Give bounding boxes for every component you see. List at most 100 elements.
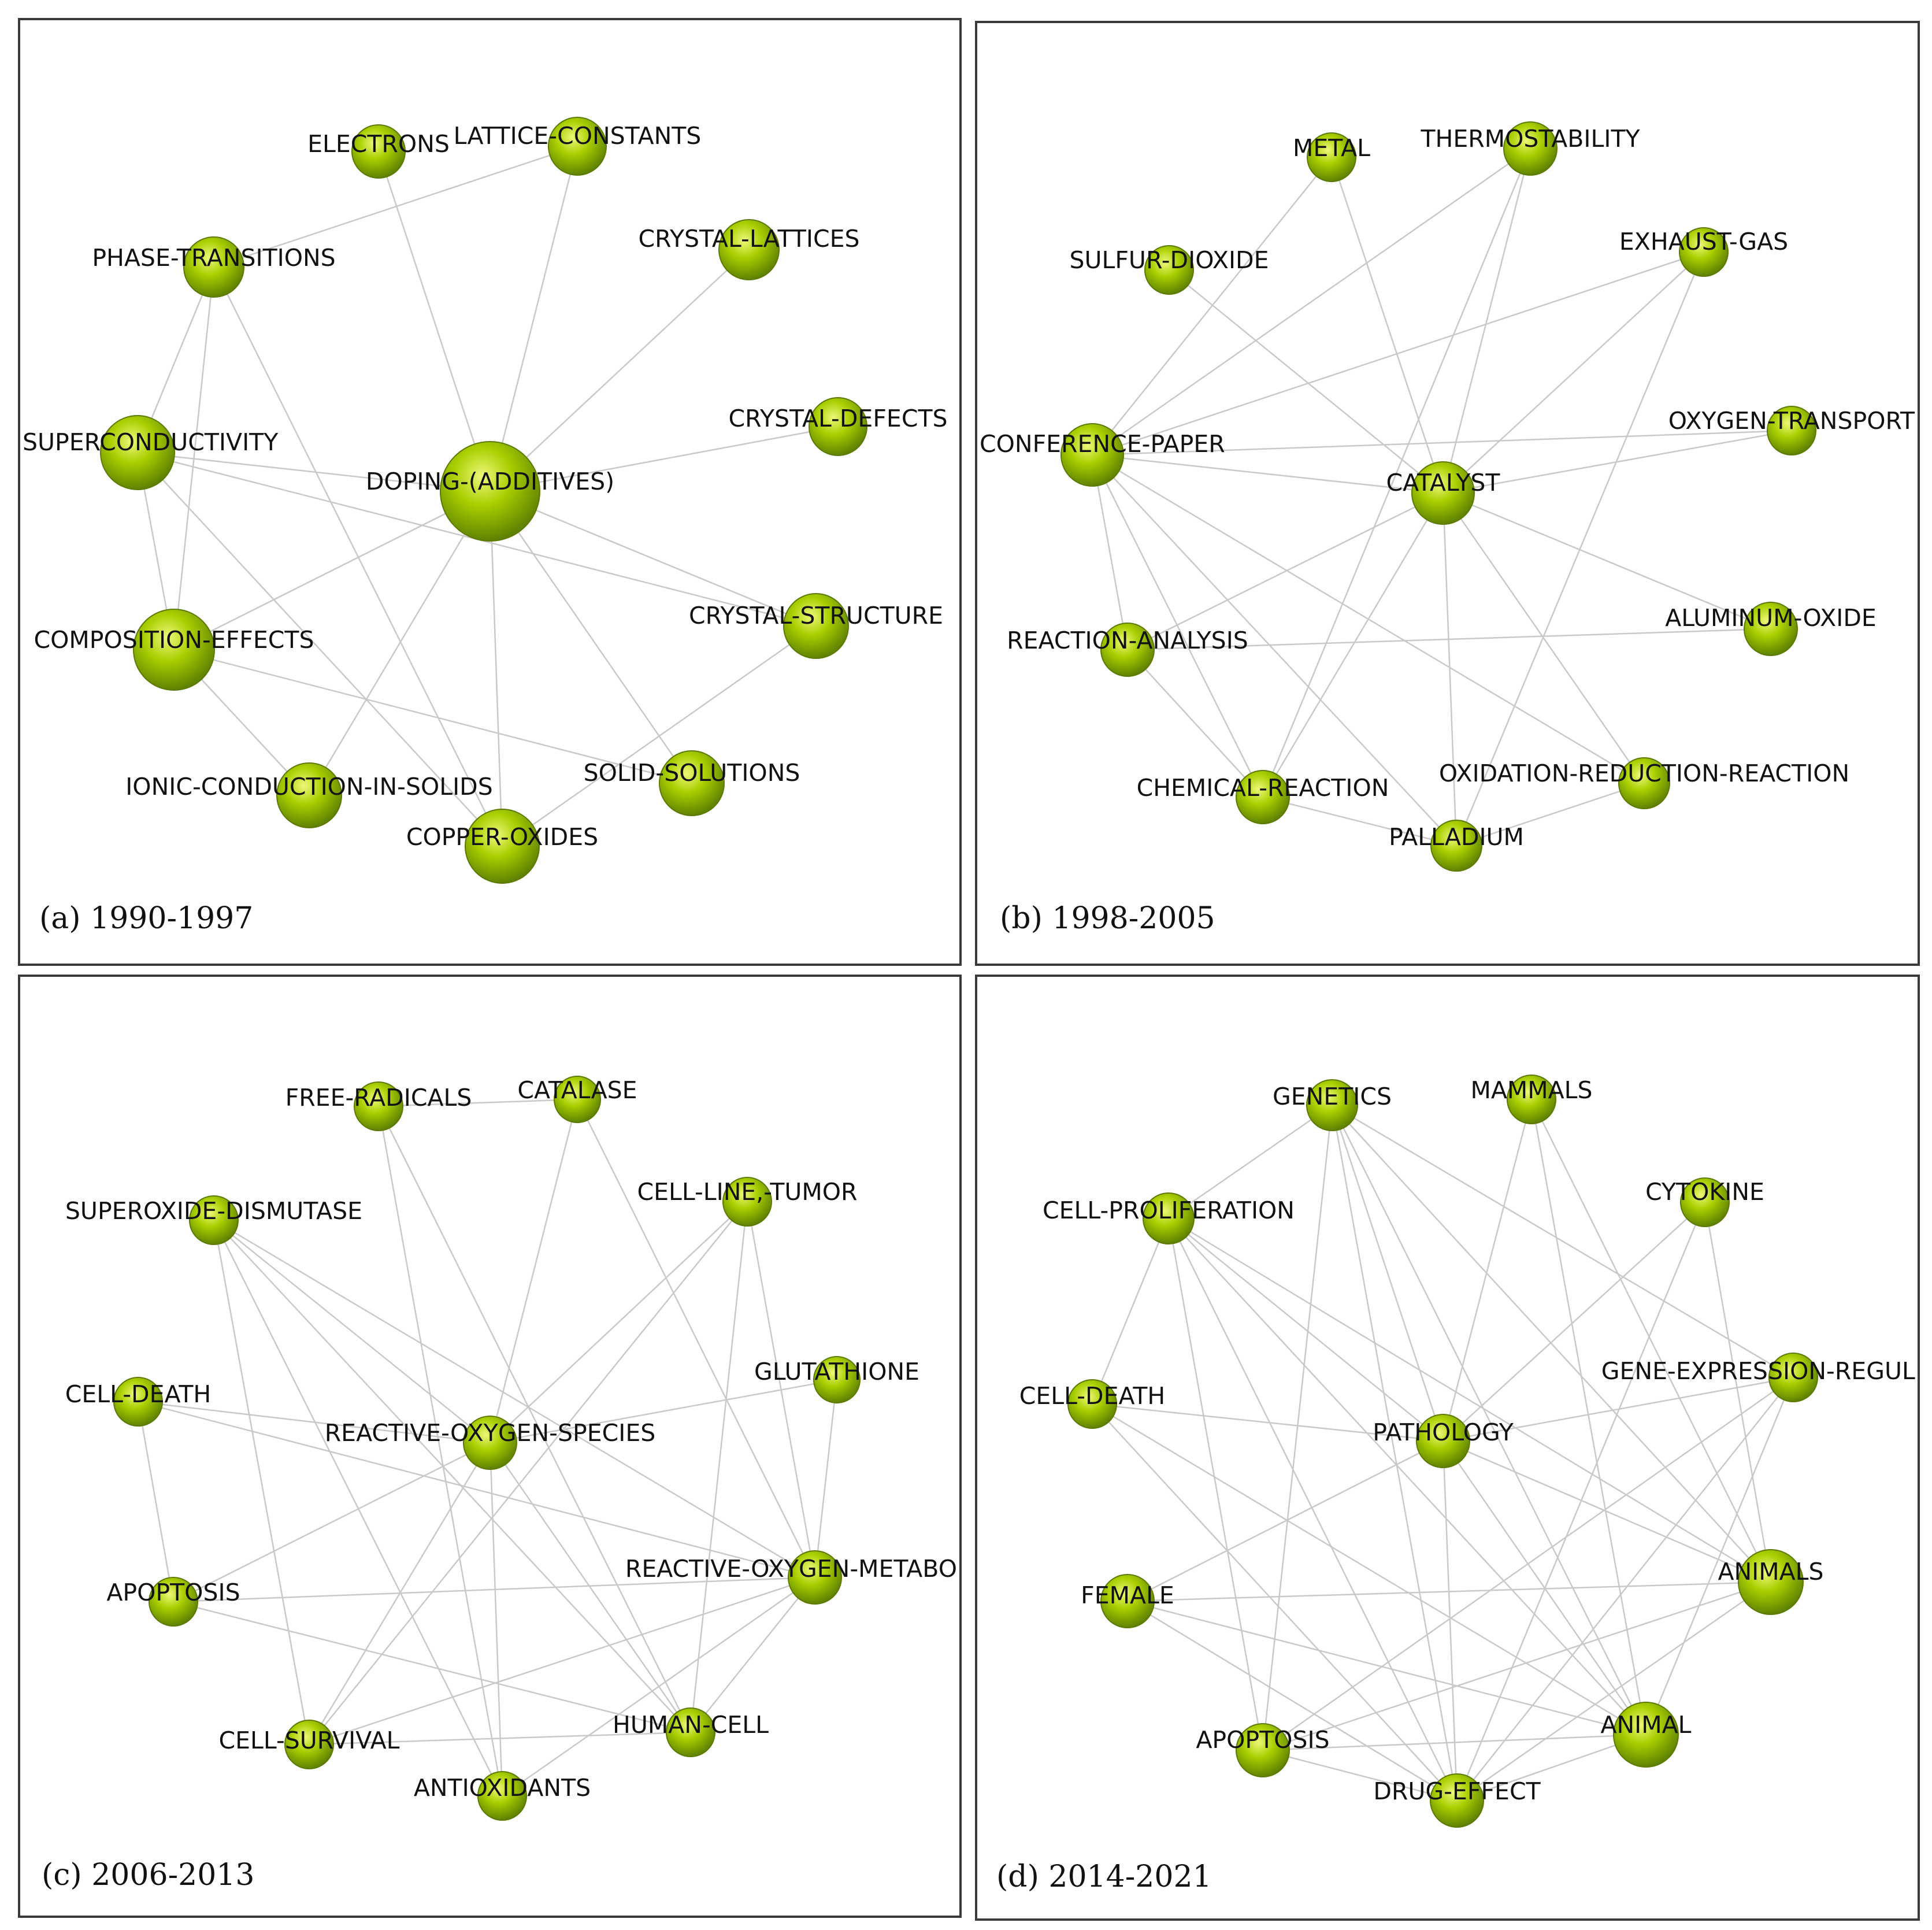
network-node xyxy=(788,1550,842,1605)
node-layer: METAL THERMOSTABILITY SULFUR-DIOXIDE EXHAUS… xyxy=(980,121,1915,872)
network-edge xyxy=(173,266,215,650)
node-label: CRYSTAL-STRUCTURE xyxy=(689,602,943,629)
network-node xyxy=(813,1356,861,1403)
network-edge xyxy=(1168,1218,1444,1442)
network-edge xyxy=(1331,1105,1444,1442)
network-edge xyxy=(213,1219,815,1579)
network-node xyxy=(284,1720,334,1769)
network-edge xyxy=(309,1576,815,1746)
node-label: HUMAN-CELL xyxy=(613,1711,769,1739)
network-node xyxy=(1618,757,1670,809)
network-edge xyxy=(1127,1600,1647,1736)
network-node xyxy=(183,236,244,298)
network-edge xyxy=(213,1220,691,1733)
network-edge xyxy=(1442,429,1792,494)
network-edge xyxy=(1442,492,1458,846)
network-node xyxy=(1307,132,1356,182)
network-edge xyxy=(1127,1440,1444,1602)
network-edge xyxy=(1127,1581,1771,1602)
network-edge xyxy=(138,1401,491,1444)
network-edge xyxy=(1704,1202,1772,1583)
network-node xyxy=(1430,820,1482,872)
network-node xyxy=(1416,1414,1470,1468)
network-edge xyxy=(1262,1733,1647,1751)
network-edge xyxy=(1092,1403,1444,1442)
network-edge xyxy=(489,1442,692,1733)
panel-caption: (d) 2014-2021 xyxy=(996,1859,1212,1894)
network-node xyxy=(548,117,607,176)
network-edge xyxy=(1092,454,1444,494)
panel-b: METAL THERMOSTABILITY SULFUR-DIOXIDE EXHAUS… xyxy=(975,21,1920,966)
network-node xyxy=(1679,227,1729,277)
network-node xyxy=(722,1177,772,1227)
node-label: CELL-SURVIVAL xyxy=(218,1727,399,1754)
network-edge xyxy=(1127,1600,1458,1802)
network-edge xyxy=(490,1379,837,1444)
panel-frame xyxy=(18,975,962,1918)
network-edge xyxy=(377,1106,692,1733)
network-edge xyxy=(173,1576,815,1603)
network-node xyxy=(189,1195,239,1245)
network-edge xyxy=(814,1379,838,1578)
network-edge xyxy=(213,266,503,847)
network-edge xyxy=(576,1099,816,1578)
node-label: SOLID-SOLUTIONS xyxy=(584,759,800,787)
node-label: OXYGEN-TRANSPORT xyxy=(1668,407,1915,435)
network-edge xyxy=(1092,454,1457,846)
node-layer: FREE-RADICALS CATALASE SUPEROXIDE-DISMUTAS… xyxy=(65,1076,957,1821)
network-node xyxy=(113,1377,163,1427)
network-edge xyxy=(1332,1104,1794,1379)
network-edge xyxy=(489,491,503,847)
node-label: THERMOSTABILITY xyxy=(1420,125,1640,153)
network-edge xyxy=(378,1098,578,1107)
network-edge xyxy=(1442,1440,1771,1583)
node-label: ALUMINUM-OXIDE xyxy=(1665,604,1877,632)
network-node xyxy=(809,397,867,456)
network-edge xyxy=(502,625,817,847)
node-label: REACTIVE-OXYGEN-SPECIES xyxy=(325,1419,656,1447)
network-edge xyxy=(1331,1105,1458,1801)
node-label: CELL-PROLIFERATION xyxy=(1043,1196,1295,1224)
node-label: MAMMALS xyxy=(1470,1076,1592,1104)
node-label: APOPTOSIS xyxy=(1196,1726,1329,1754)
network-edge xyxy=(490,249,750,492)
node-label: CRYSTAL-LATTICES xyxy=(638,225,859,253)
network-edge xyxy=(1262,1105,1333,1751)
node-label: CELL-LINE,-TUMOR xyxy=(637,1178,857,1206)
network-edge xyxy=(490,490,817,627)
network-edge xyxy=(1530,1099,1772,1583)
edge-layer xyxy=(1091,1099,1794,1802)
panel-c: FREE-RADICALS CATALASE SUPEROXIDE-DISMUTAS… xyxy=(18,975,962,1918)
edge-layer xyxy=(1091,147,1792,847)
panel-caption: (b) 1998-2005 xyxy=(1000,901,1215,936)
node-label: CYTOKINE xyxy=(1645,1178,1764,1206)
node-label: IONIC-CONDUCTION-IN-SOLIDS xyxy=(125,773,493,801)
network-node xyxy=(477,1771,527,1821)
network-node xyxy=(100,415,175,490)
network-node xyxy=(554,1076,601,1123)
network-node xyxy=(351,124,406,179)
network-node xyxy=(718,219,780,280)
node-label: PATHOLOGY xyxy=(1373,1418,1514,1446)
network-node xyxy=(1060,423,1124,487)
network-edge xyxy=(490,425,839,492)
network-edge xyxy=(1456,1377,1794,1801)
node-label: GENETICS xyxy=(1273,1083,1392,1110)
network-node xyxy=(1100,623,1155,677)
panel-a: ELECTRONS LATTICE-CONSTANTS PHASE-TRANSITI… xyxy=(18,18,962,966)
network-edge xyxy=(1262,148,1531,798)
panel-caption: (a) 1990-1997 xyxy=(39,901,253,936)
network-edge xyxy=(213,1220,310,1745)
node-label: PALLADIUM xyxy=(1389,823,1524,851)
node-label: APOPTOSIS xyxy=(106,1579,240,1606)
network-edge xyxy=(502,1576,815,1797)
node-label: ANTIOXIDANTS xyxy=(414,1774,591,1802)
network-edge xyxy=(1645,1377,1794,1735)
network-edge xyxy=(1442,1440,1647,1735)
network-edge xyxy=(137,452,503,847)
network-edge xyxy=(490,1201,748,1443)
network-edge xyxy=(1262,492,1444,798)
node-label: COPPER-OXIDES xyxy=(406,823,598,851)
network-node xyxy=(1768,1353,1818,1402)
